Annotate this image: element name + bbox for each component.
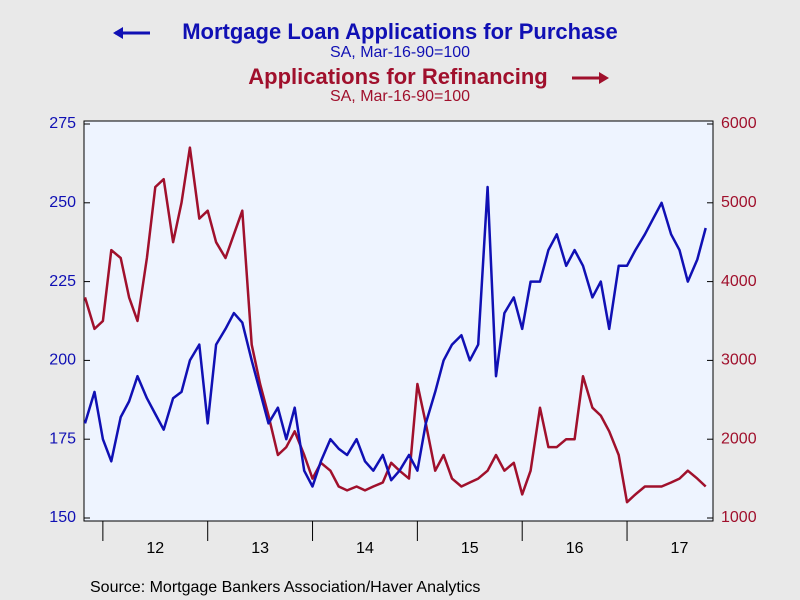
x-tick-label: 16 <box>566 540 584 557</box>
series-line <box>83 146 707 504</box>
y-tick-label: 250 <box>49 194 76 211</box>
series-line <box>83 185 707 488</box>
x-tick-label: 13 <box>251 540 269 557</box>
y2-tick-label: 1000 <box>721 509 757 526</box>
right-arrow-head <box>599 72 609 84</box>
y-tick-label: 225 <box>49 273 76 290</box>
x-tick-label: 14 <box>356 540 374 557</box>
y-tick-label: 150 <box>49 509 76 526</box>
left-arrow-head <box>113 27 123 39</box>
subtitle-refi: SA, Mar-16-90=100 <box>330 88 470 105</box>
title-refi: Applications for Refinancing <box>248 64 547 89</box>
x-tick-label: 15 <box>461 540 479 557</box>
y2-tick-label: 5000 <box>721 194 757 211</box>
y-tick-label: 200 <box>49 352 76 369</box>
x-tick-label: 12 <box>146 540 164 557</box>
y-tick-label: 275 <box>49 115 76 132</box>
y2-tick-label: 6000 <box>721 115 757 132</box>
y2-tick-label: 2000 <box>721 430 757 447</box>
y2-tick-label: 4000 <box>721 273 757 290</box>
subtitle-purchase: SA, Mar-16-90=100 <box>330 44 470 61</box>
source: Source: Mortgage Bankers Association/Hav… <box>90 579 480 596</box>
y-tick-label: 175 <box>49 430 76 447</box>
y2-tick-label: 3000 <box>721 352 757 369</box>
x-tick-label: 17 <box>671 540 689 557</box>
title-purchase: Mortgage Loan Applications for Purchase <box>182 19 618 44</box>
